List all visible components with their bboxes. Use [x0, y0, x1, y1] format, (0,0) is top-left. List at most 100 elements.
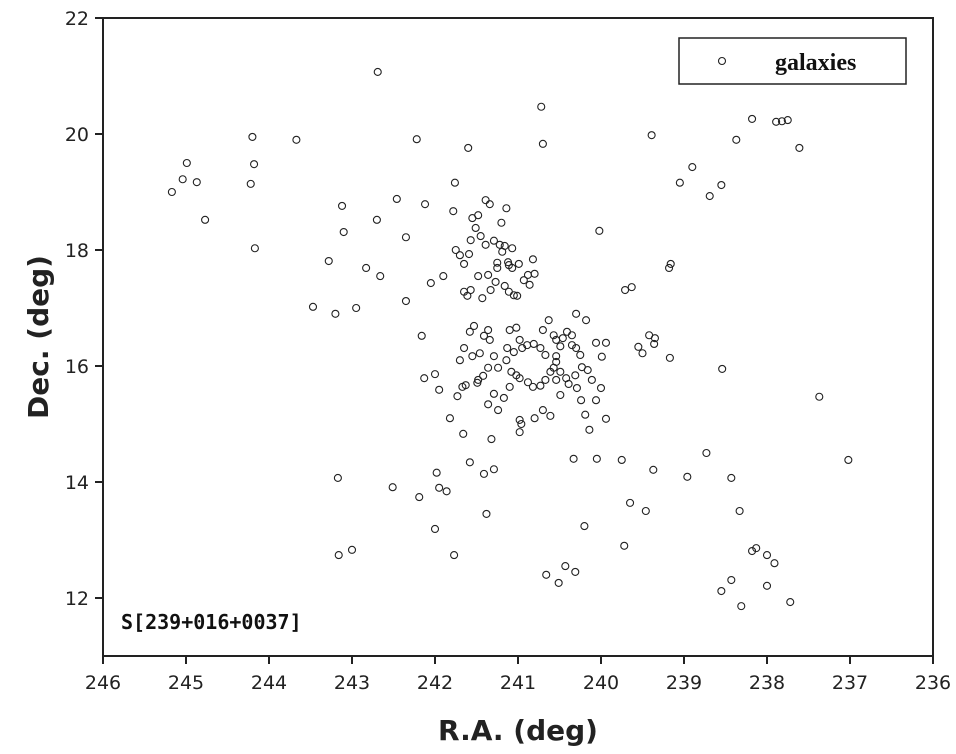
galaxy-point — [465, 458, 474, 467]
galaxy-point — [569, 454, 578, 463]
x-tick-label: 239 — [666, 672, 702, 694]
galaxy-point — [250, 160, 259, 169]
annotation: S[239+016+0037] — [121, 610, 302, 634]
galaxy-point — [536, 381, 545, 390]
galaxy-point — [705, 192, 714, 201]
galaxy-point — [595, 226, 604, 235]
galaxy-point — [567, 341, 577, 350]
galaxy-point — [597, 352, 606, 361]
galaxy-point — [476, 232, 485, 241]
galaxy-point — [473, 378, 482, 387]
galaxy-point — [529, 339, 538, 349]
galaxy-point — [246, 179, 255, 188]
galaxy-point — [523, 378, 533, 387]
galaxy-point — [582, 316, 591, 325]
galaxy-point — [439, 272, 448, 281]
galaxy-point — [372, 215, 381, 224]
galaxy-point — [493, 258, 502, 267]
galaxy-point — [650, 339, 659, 349]
x-tick-label: 241 — [500, 672, 536, 694]
legend-label: galaxies — [775, 50, 856, 76]
galaxy-point — [248, 132, 257, 141]
x-tick-label: 236 — [915, 672, 951, 694]
galaxy-point — [464, 250, 474, 259]
galaxy-point — [475, 349, 484, 358]
galaxy-point — [489, 465, 498, 474]
galaxy-point — [459, 287, 469, 296]
galaxy-point — [465, 327, 474, 336]
galaxy-point — [576, 350, 585, 360]
galaxy-point — [485, 335, 494, 344]
galaxy-point — [558, 334, 567, 343]
galaxy-point — [459, 343, 469, 353]
galaxy-point — [795, 143, 804, 152]
galaxy-point — [525, 280, 534, 289]
galaxy-point — [333, 473, 342, 482]
galaxy-point — [762, 551, 772, 560]
x-axis-title: R.A. (deg) — [438, 714, 598, 747]
galaxy-point — [376, 272, 385, 281]
galaxy-point — [538, 406, 547, 415]
galaxy-point — [737, 602, 746, 611]
galaxy-point — [474, 272, 483, 281]
galaxy-point — [581, 410, 590, 419]
galaxy-point — [426, 279, 435, 288]
galaxy-point — [478, 294, 487, 303]
galaxy-point — [538, 139, 547, 148]
galaxy-point — [455, 356, 464, 365]
y-tick-label: 16 — [65, 356, 89, 378]
galaxy-point — [504, 287, 513, 296]
galaxy-point — [479, 371, 488, 380]
legend-marker — [717, 56, 727, 66]
x-tick-label: 240 — [583, 672, 619, 694]
galaxy-point — [561, 562, 570, 571]
galaxy-point — [347, 545, 357, 554]
galaxy-point — [442, 487, 451, 496]
galaxy-point — [536, 343, 545, 353]
y-tick-label: 22 — [65, 8, 89, 30]
galaxy-point — [735, 506, 744, 516]
galaxy-point — [577, 396, 586, 405]
galaxy-point — [337, 201, 347, 210]
galaxy-point — [541, 350, 550, 360]
galaxy-point — [334, 551, 343, 560]
galaxy-point — [331, 309, 340, 318]
galaxy-point — [178, 175, 187, 184]
galaxy-point — [201, 215, 210, 224]
x-tick-label: 246 — [85, 672, 121, 694]
galaxy-point — [556, 342, 565, 351]
galaxy-point — [665, 263, 674, 273]
galaxy-point — [564, 379, 573, 389]
galaxy-point — [339, 227, 348, 237]
galaxy-point — [546, 367, 555, 376]
galaxy-point — [484, 363, 493, 372]
galaxy-point — [512, 323, 521, 332]
galaxy-point — [585, 425, 594, 434]
galaxy-point — [815, 392, 824, 401]
galaxy-point — [420, 374, 429, 383]
galaxy-point — [562, 327, 572, 336]
galaxy-point — [489, 236, 498, 245]
galaxy-point — [507, 367, 516, 376]
galaxy-point — [567, 331, 577, 340]
galaxy-point — [732, 135, 741, 144]
galaxy-point — [486, 285, 495, 295]
galaxy-point — [388, 483, 397, 492]
galaxy-point — [415, 493, 424, 502]
galaxy-point — [552, 352, 561, 361]
galaxy-point — [484, 325, 493, 335]
galaxy-point — [752, 544, 761, 553]
galaxy-point — [420, 200, 430, 209]
galaxy-point — [292, 135, 301, 144]
galaxy-point — [552, 375, 561, 384]
galaxy-point — [352, 303, 361, 313]
galaxy-point — [587, 375, 596, 384]
galaxy-point — [650, 334, 660, 343]
galaxy-point — [601, 338, 611, 347]
galaxy-point — [485, 200, 494, 209]
galaxy-point — [324, 256, 333, 266]
galaxy-point — [182, 158, 191, 168]
galaxy-point — [591, 396, 601, 405]
galaxy-point — [748, 546, 757, 556]
galaxy-point — [647, 131, 656, 140]
